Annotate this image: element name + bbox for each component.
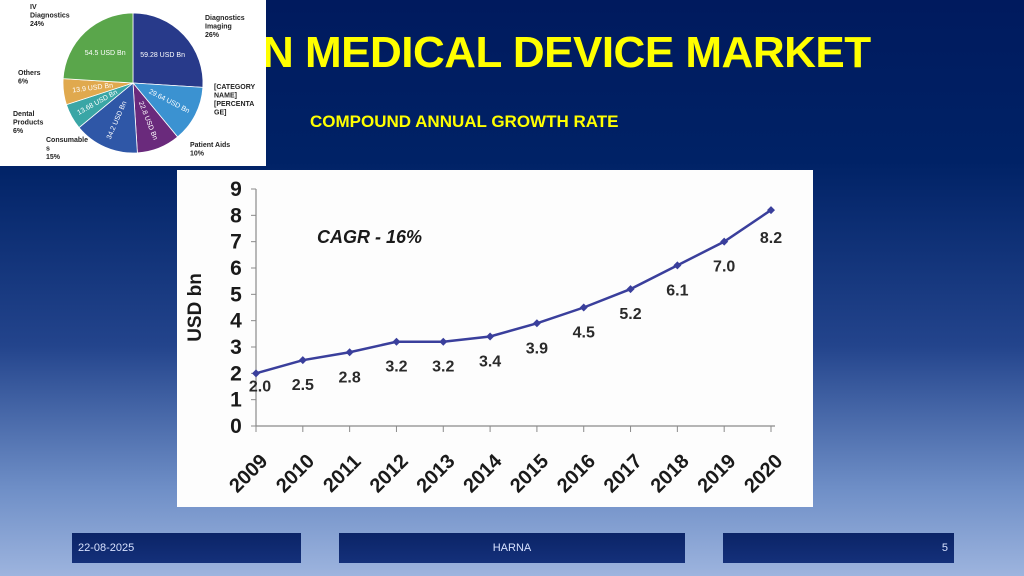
data-label: 3.9 [526,340,548,357]
x-tick-label: 2013 [413,450,460,497]
data-point [579,303,588,312]
pie-slice [132,82,204,138]
data-point [673,261,682,270]
x-tick-label: 2020 [740,450,787,497]
x-tick-label: 2012 [366,450,413,497]
pie-chart-panel: 59.28 USD Bn 29.64 USD Bn 22.8 USD Bn 34.2 … [0,0,266,166]
y-tick-label: 9 [230,178,242,201]
pie-slice-value-label: 54.5 USD Bn [85,50,126,57]
y-tick-label: 3 [230,336,242,359]
data-point [626,285,635,294]
pie-outer-label: Consumable s 15% [46,137,88,161]
data-label: 6.1 [666,282,688,299]
x-tick-label: 2017 [600,450,647,497]
y-tick-label: 2 [230,362,242,385]
y-tick-label: 1 [230,389,242,412]
pie-outer-label: Dental Products 6% [13,111,43,135]
x-tick-label: 2015 [506,450,553,497]
x-tick-label: 2009 [225,450,272,497]
data-label: 5.2 [619,306,641,323]
pie-slice-value-label: 59.28 USD Bn [140,52,185,59]
y-tick-label: 0 [230,415,242,438]
data-label: 2.8 [339,369,361,386]
data-label: 3.2 [432,359,454,376]
slide-subtitle: COMPOUND ANNUAL GROWTH RATE [310,112,619,131]
data-point [439,337,448,346]
x-tick-label: 2010 [272,450,319,497]
pie-slice [62,12,134,84]
pie-outer-label: [CATEGORY NAME] [PERCENTA GE] [214,84,256,117]
data-point [720,237,729,246]
data-point [298,356,307,365]
y-tick-label: 6 [230,257,242,280]
data-point [486,332,495,341]
data-point [345,348,354,357]
x-tick-label: 2016 [553,450,600,497]
data-point [252,369,260,378]
data-point [532,319,541,328]
y-axis-title: USD bn [185,273,206,342]
line-chart-panel: 0 1 2 3 4 5 6 7 8 9 USD bn 2009 2010 2011 2012 2013 2014… [177,170,813,507]
footer-date: 22-08-2025 [72,533,301,563]
data-label: 3.2 [385,359,407,376]
footer-author: HARNA [339,533,685,563]
series-line [255,209,772,375]
data-label: 7.0 [713,259,735,276]
pie-outer-label: IV Diagnostics 24% [30,4,70,28]
pie-slice [78,82,138,154]
data-point [767,206,775,215]
data-label: 4.5 [573,325,595,342]
slide-title: N MEDICAL DEVICE MARKET [262,28,871,77]
footer-page-number: 5 [723,533,954,563]
data-label: 8.2 [760,230,782,247]
cagr-annotation: CAGR - 16% [317,227,422,247]
pie-outer-label: Patient Aids 10% [190,142,230,158]
data-label: 3.4 [479,353,501,370]
x-tick-label: 2014 [459,450,507,498]
pie-outer-label: Others 6% [18,70,41,86]
y-tick-label: 4 [230,310,242,333]
y-tick-label: 8 [230,204,242,227]
data-label: 2.0 [249,378,271,395]
data-label: 2.5 [292,377,314,394]
y-tick-label: 7 [230,231,242,254]
data-point [392,337,401,346]
x-tick-label: 2019 [693,450,740,497]
y-tick-label: 5 [230,283,242,306]
pie-outer-label: Diagnostics Imaging 26% [205,15,245,39]
pie-slice [132,12,204,88]
x-tick-label: 2011 [319,451,365,497]
line-chart: 0 1 2 3 4 5 6 7 8 9 USD bn 2009 2010 2011 2012 2013 2014… [185,178,787,498]
x-tick-label: 2018 [647,450,694,497]
